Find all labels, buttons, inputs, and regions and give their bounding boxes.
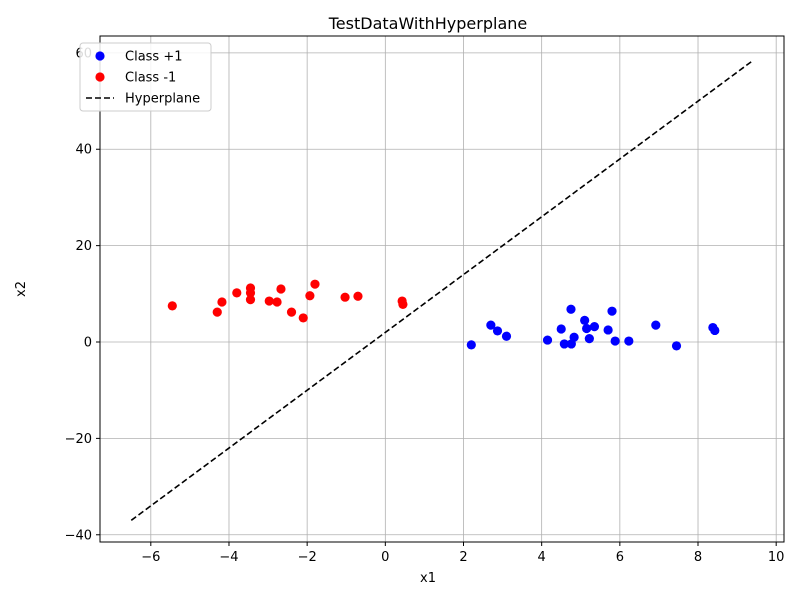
class-minus-1-point — [353, 291, 363, 301]
class-minus-1-point — [276, 284, 286, 294]
class-plus-1-point — [603, 325, 613, 335]
legend-label: Hyperplane — [125, 92, 200, 107]
class-minus-1-point — [286, 307, 297, 317]
class-plus-1-point — [671, 341, 682, 351]
x-tick-label: 8 — [694, 550, 702, 565]
class-minus-1-point — [264, 296, 274, 306]
x-axis-label: x1 — [420, 571, 436, 586]
class-minus-1-point — [167, 301, 177, 311]
x-tick-label: −6 — [141, 550, 160, 565]
class-minus-1-point — [232, 288, 242, 298]
class-plus-1-point — [624, 336, 634, 346]
class-plus-1-point — [582, 323, 592, 334]
legend-label: Class -1 — [125, 71, 176, 86]
legend-label: Class +1 — [125, 50, 183, 65]
line-series — [130, 59, 754, 521]
class-plus-1-point — [486, 320, 496, 330]
class-minus-1-point — [212, 307, 222, 317]
y-tick-label: −40 — [65, 528, 92, 543]
class-minus-1-point — [310, 279, 320, 289]
legend-marker — [95, 72, 105, 82]
chart-title: TestDataWithHyperplane — [328, 14, 528, 33]
class-plus-1-point — [651, 320, 661, 330]
x-tick-label: −4 — [219, 550, 238, 565]
x-tick-label: 2 — [459, 550, 467, 565]
class-plus-1-point — [501, 331, 512, 341]
class-minus-1-point — [340, 292, 350, 302]
class-minus-1-point — [272, 297, 282, 307]
class-plus-1-point — [710, 325, 720, 336]
class-minus-1-point — [305, 291, 315, 301]
class-plus-1-point — [580, 315, 590, 325]
x-tick-label: 4 — [538, 550, 546, 565]
legend-marker — [95, 51, 105, 61]
class-plus-1-point — [589, 321, 600, 332]
legend-box — [79, 42, 212, 112]
hyperplane-line — [130, 59, 754, 521]
class-plus-1-point — [492, 326, 503, 336]
class-minus-1-point — [398, 299, 408, 310]
class-minus-1-point — [298, 313, 308, 323]
x-tick-label: 10 — [768, 550, 785, 565]
class-plus-1-point — [584, 334, 594, 344]
x-tick-label: −2 — [298, 550, 317, 565]
scatter-points — [167, 279, 720, 351]
class-plus-1-point — [610, 336, 620, 346]
class-plus-1-point — [556, 324, 566, 334]
y-tick-label: 40 — [75, 143, 92, 158]
class-minus-1-point — [217, 297, 227, 307]
y-tick-label: −20 — [65, 432, 92, 447]
class-plus-1-point — [542, 335, 553, 345]
y-tick-label: 20 — [75, 239, 92, 254]
plot-frame — [99, 35, 785, 543]
class-plus-1-point — [559, 339, 569, 349]
class-plus-1-point — [569, 332, 579, 342]
class-plus-1-point — [607, 306, 617, 316]
class-minus-1-point — [245, 295, 256, 305]
y-tick-label: 0 — [84, 336, 92, 351]
y-axis-label: x2 — [14, 281, 29, 297]
class-plus-1-point — [466, 340, 476, 350]
class-plus-1-point — [566, 304, 576, 314]
x-tick-label: 6 — [616, 550, 624, 565]
class-minus-1-point — [245, 288, 256, 298]
x-tick-label: 0 — [381, 550, 389, 565]
legend: Class +1 Class -1 Hyperplane — [79, 42, 212, 112]
grid-lines — [100, 36, 784, 542]
